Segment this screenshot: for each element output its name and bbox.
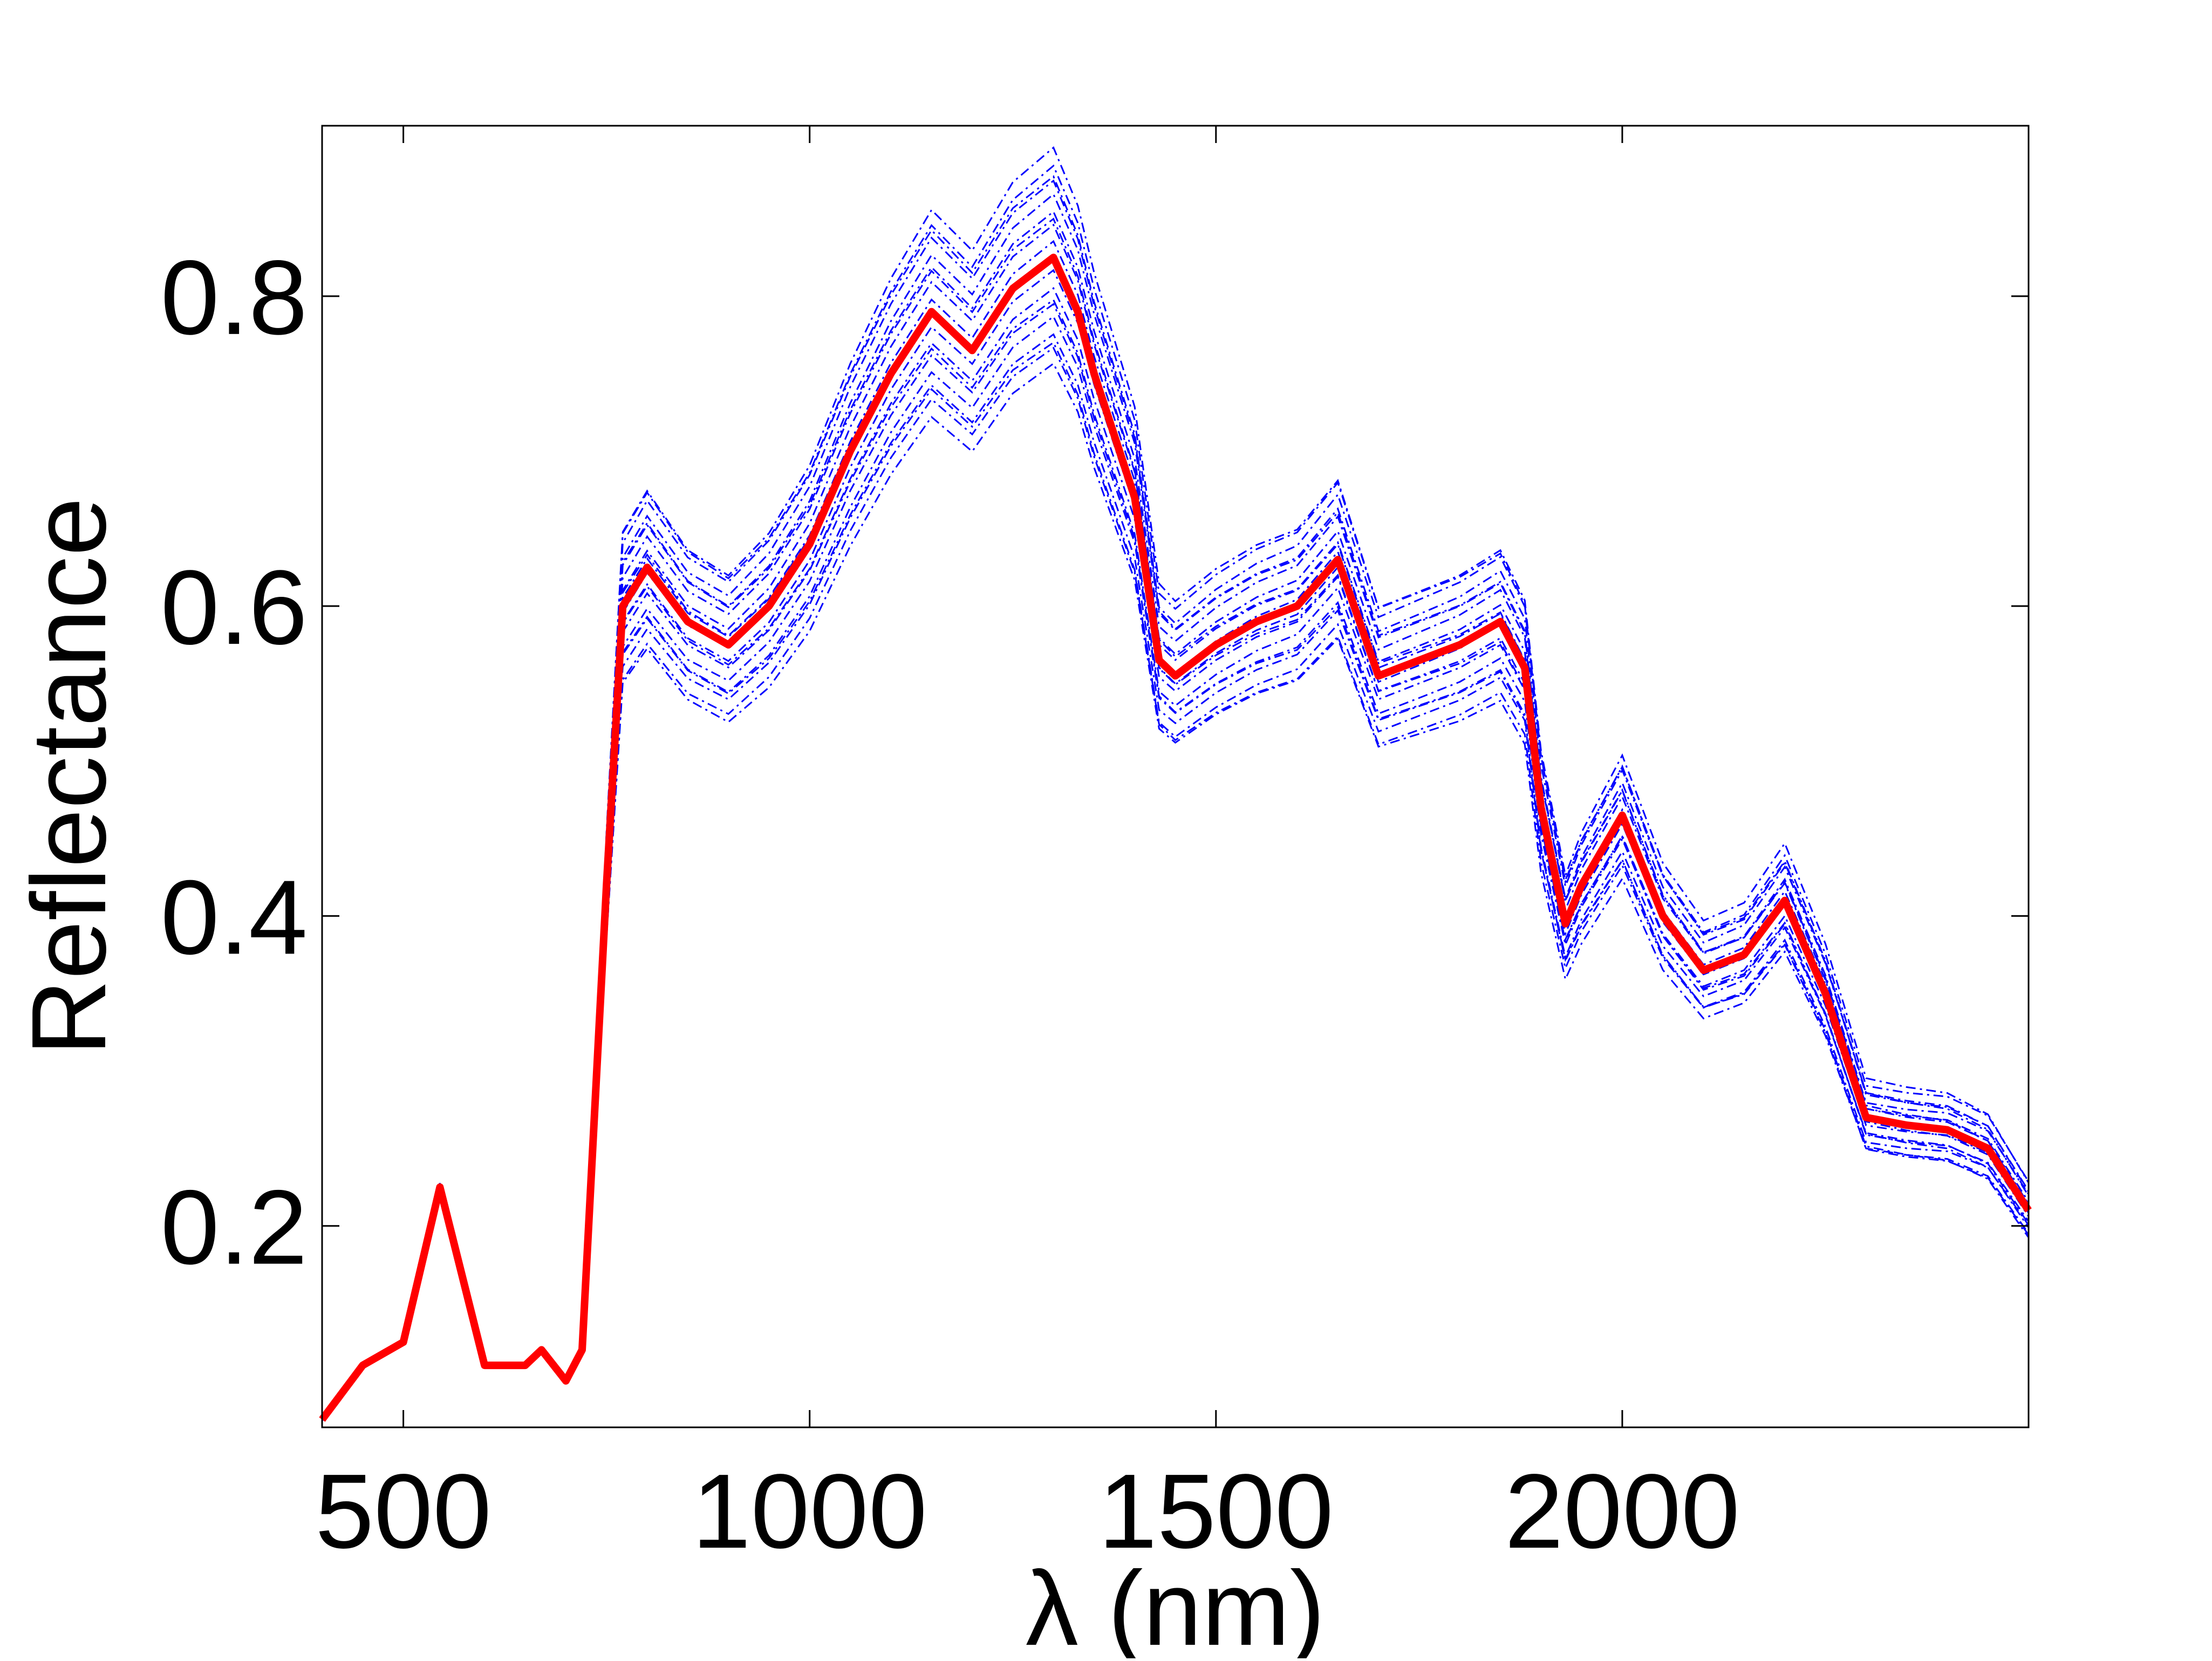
x-tick-label: 2000: [1505, 1452, 1740, 1570]
sample-series-group: [321, 146, 2030, 1422]
mean-spectrum-line: [319, 254, 2032, 1422]
sample-spectrum-line: [321, 223, 2030, 1419]
sample-spectrum-line: [321, 260, 2030, 1420]
x-tick-labels: 500 1000 1500 2000: [315, 1452, 1740, 1570]
y-tick-label: 0.6: [161, 548, 308, 666]
sample-spectrum-line: [321, 146, 2030, 1419]
sample-spectrum-line: [321, 210, 2030, 1420]
sample-spectrum-line: [321, 240, 2030, 1420]
sample-spectrum-line: [321, 362, 2030, 1421]
sample-spectrum-line: [321, 164, 2030, 1420]
sample-spectrum-line: [321, 341, 2030, 1421]
x-tick-label: 1500: [1098, 1452, 1334, 1570]
sample-spectrum-line: [321, 287, 2030, 1421]
plot-frame: [321, 125, 2030, 1428]
y-tick-label: 0.8: [161, 239, 308, 357]
x-tick-label: 1000: [692, 1452, 927, 1570]
x-axis-label: λ (nm): [1026, 1549, 1325, 1658]
sample-spectrum-line: [321, 193, 2030, 1419]
y-tick-label: 0.2: [161, 1168, 308, 1286]
axis-ticks: [322, 126, 2029, 1427]
y-tick-label: 0.4: [161, 858, 308, 976]
sample-spectrum-line: [321, 315, 2030, 1421]
sample-spectrum-line: [321, 333, 2030, 1422]
sample-spectrum-line: [321, 303, 2030, 1420]
sample-spectrum-line: [321, 255, 2030, 1421]
y-tick-labels: 0.2 0.4 0.6 0.8: [161, 239, 308, 1286]
sample-spectrum-line: [321, 298, 2030, 1421]
x-tick-label: 500: [315, 1452, 491, 1570]
sample-spectrum-line: [321, 179, 2030, 1419]
y-axis-label: Reflectance: [10, 497, 128, 1056]
sample-spectrum-line: [321, 217, 2030, 1420]
mean-series-group: [319, 254, 2032, 1422]
sample-spectrum-line: [321, 175, 2030, 1420]
sample-spectrum-line: [321, 269, 2030, 1420]
